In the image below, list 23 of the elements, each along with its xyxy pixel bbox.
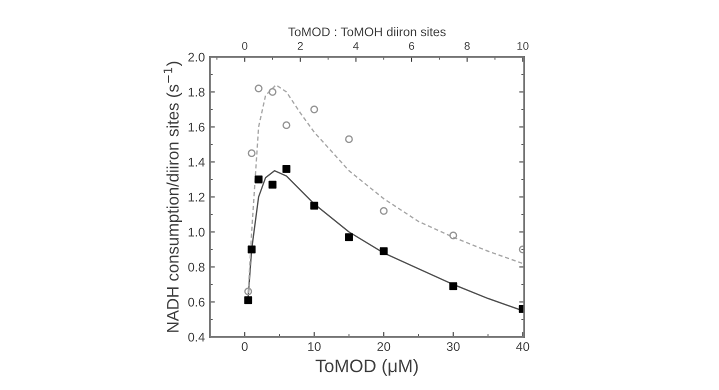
x2-tick-label: 0 — [242, 42, 248, 50]
x-tick-label: 10 — [308, 342, 321, 352]
y-axis-title: NADH consumption/diiron sites (s$^{−1}$) — [164, 62, 182, 332]
y-tick-label: 2.0 — [188, 52, 205, 62]
y-tick-label: 1.6 — [188, 122, 205, 132]
x2-tick-label: 8 — [464, 42, 470, 50]
x2-tick-label: 6 — [409, 42, 414, 50]
y-tick-label: 1.4 — [188, 158, 205, 166]
x2-tick-label: 2 — [298, 42, 303, 50]
y-tick-label: 0.6 — [188, 298, 205, 307]
y-tick-label: 0.4 — [188, 332, 205, 342]
x2-axis-title: ToMOD : ToMOH diiron sites — [288, 27, 446, 36]
x-axis-title: ToMOD (μM) — [316, 359, 418, 376]
x-tick-label: 0 — [242, 342, 248, 352]
y-tick-label: 1.8 — [188, 88, 205, 97]
x2-tick-label: 4 — [353, 42, 359, 50]
y-tick-label: 1.0 — [188, 228, 205, 237]
x-tick-label: 20 — [377, 342, 390, 352]
x-tick-label: 40 — [516, 342, 530, 352]
x-tick-label: 30 — [446, 342, 460, 352]
y-tick-label: 1.2 — [188, 192, 204, 202]
x2-tick-label: 10 — [517, 42, 529, 50]
y-tick-label: 0.8 — [188, 262, 205, 272]
